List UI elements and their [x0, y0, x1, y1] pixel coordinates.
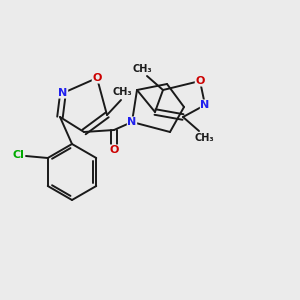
- Text: O: O: [195, 76, 205, 86]
- Text: O: O: [109, 145, 119, 155]
- Text: N: N: [200, 100, 210, 110]
- Text: CH₃: CH₃: [132, 64, 152, 74]
- Text: Cl: Cl: [13, 150, 25, 160]
- Text: CH₃: CH₃: [194, 133, 214, 143]
- Text: CH₃: CH₃: [112, 87, 132, 97]
- Text: N: N: [58, 88, 68, 98]
- Text: O: O: [92, 73, 102, 83]
- Text: N: N: [128, 117, 136, 127]
